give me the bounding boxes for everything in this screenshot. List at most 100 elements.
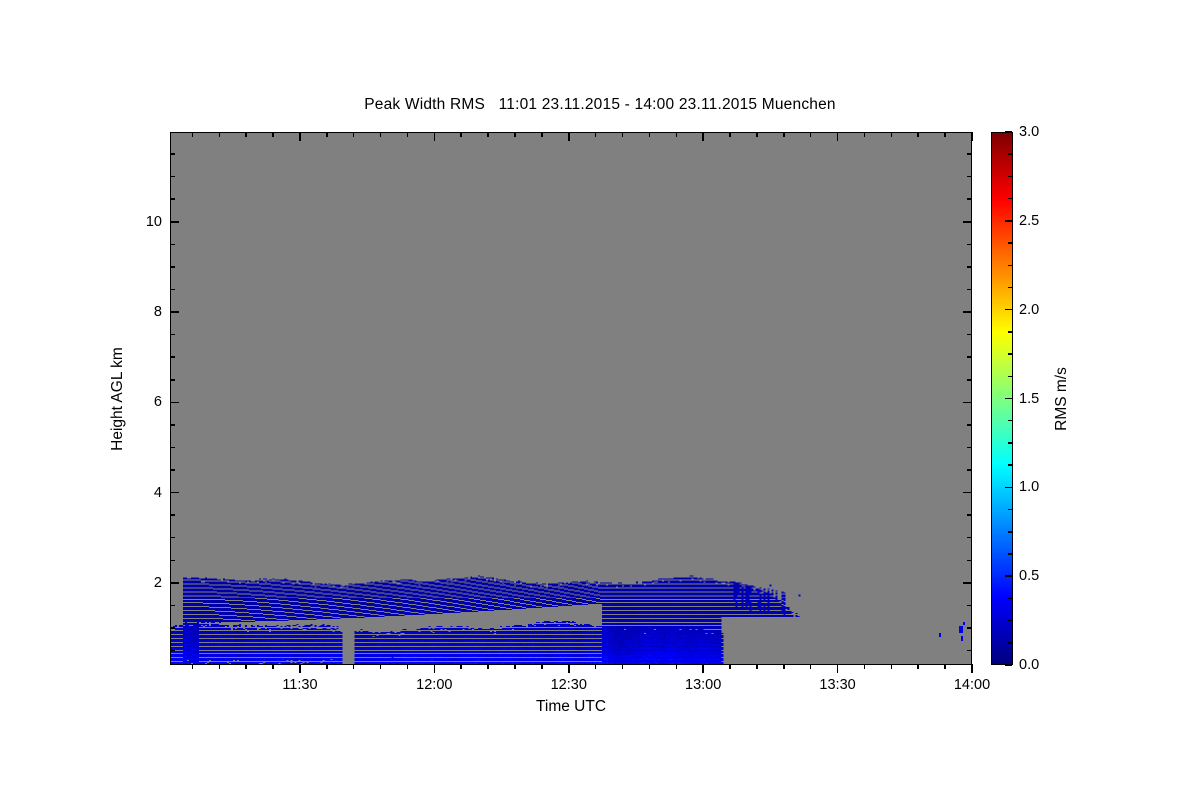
y-tick-minor (170, 469, 175, 471)
y-tick-minor (967, 627, 972, 629)
x-tick-minor (863, 663, 866, 669)
colorbar-tick-label: 1.0 (1019, 479, 1040, 496)
colorbar-tick (1004, 575, 1012, 577)
colorbar-tick (1004, 308, 1012, 311)
colorbar-tick (1007, 197, 1012, 200)
colorbar-tick-label: 2.5 (1019, 212, 1040, 229)
x-tick-minor (675, 663, 678, 669)
x-tick-minor (218, 663, 221, 669)
x-tick-label: 12:30 (550, 677, 587, 693)
x-tick-major (702, 663, 704, 673)
x-tick-minor (379, 663, 382, 669)
y-tick-minor (170, 514, 175, 516)
y-tick-label: 4 (153, 484, 162, 501)
x-tick-major (702, 132, 704, 141)
x-tick-minor (326, 132, 328, 137)
x-tick-minor (809, 132, 812, 137)
x-tick-minor (594, 132, 597, 137)
x-tick-minor (621, 663, 624, 669)
y-tick-label: 10 (145, 213, 162, 230)
y-tick-minor (170, 604, 175, 607)
x-tick-minor (917, 663, 919, 669)
y-tick-minor (170, 153, 175, 155)
y-tick-minor (170, 288, 175, 291)
x-tick-major (568, 663, 570, 673)
colorbar-tick (1007, 242, 1012, 244)
y-tick-minor (170, 175, 175, 178)
y-tick-minor (967, 536, 972, 539)
x-tick-label: 13:00 (685, 677, 722, 693)
colorbar-tick-label: 0.5 (1019, 568, 1040, 585)
colorbar-tick (1007, 553, 1012, 555)
x-tick-minor (890, 132, 893, 137)
colorbar-tick (1007, 619, 1012, 622)
x-tick-label: 14:00 (953, 677, 991, 693)
y-tick-label: 2 (153, 574, 162, 591)
y-tick-minor (967, 266, 972, 268)
y-tick-major (963, 582, 972, 584)
colorbar-tick (1004, 397, 1012, 400)
y-tick-major (963, 221, 972, 223)
y-tick-major (963, 401, 972, 404)
colorbar-tick-label: 2.0 (1019, 301, 1040, 318)
plot-area (170, 132, 972, 665)
y-tick-minor (967, 288, 972, 291)
y-tick-minor (967, 153, 972, 155)
x-tick-minor (756, 663, 758, 669)
x-tick-minor (944, 132, 946, 137)
x-tick-major (299, 132, 301, 141)
colorbar-gradient (992, 133, 1012, 664)
x-tick-minor (245, 663, 247, 669)
y-tick-minor (967, 175, 972, 178)
x-tick-minor (487, 663, 489, 669)
colorbar (991, 132, 1013, 665)
colorbar-tick (1007, 642, 1012, 644)
x-tick-label: 11:30 (282, 677, 318, 693)
y-tick-minor (967, 356, 972, 358)
x-tick-major (433, 663, 436, 673)
colorbar-tick (1007, 264, 1012, 266)
y-tick-minor (967, 514, 972, 516)
x-tick-minor (809, 663, 812, 669)
y-tick-major (170, 311, 179, 313)
y-tick-major (963, 311, 972, 313)
colorbar-tick (1007, 442, 1012, 444)
x-tick-minor (541, 132, 543, 137)
y-tick-minor (170, 627, 175, 629)
colorbar-tick (1004, 131, 1012, 133)
x-tick-minor (352, 132, 355, 137)
y-tick-minor (170, 333, 175, 336)
x-axis-title: Time UTC (535, 698, 607, 715)
colorbar-tick (1007, 531, 1012, 533)
x-tick-major (836, 132, 839, 141)
x-tick-minor (352, 663, 355, 669)
x-tick-label: 12:00 (416, 677, 453, 693)
x-tick-minor (541, 663, 543, 669)
y-tick-minor (170, 649, 175, 652)
x-tick-minor (191, 132, 194, 137)
x-tick-minor (863, 132, 866, 137)
y-tick-minor (967, 559, 972, 562)
y-tick-minor (967, 446, 972, 449)
y-tick-major (963, 491, 972, 494)
x-tick-major (299, 663, 301, 673)
chart-title: Peak Width RMS 11:01 23.11.2015 - 14:00 … (364, 96, 836, 113)
colorbar-tick (1004, 664, 1012, 666)
y-tick-minor (967, 243, 972, 246)
y-tick-minor (170, 536, 175, 539)
x-tick-minor (594, 663, 597, 669)
y-tick-minor (967, 198, 972, 200)
y-tick-minor (170, 559, 175, 562)
y-tick-label: 8 (153, 304, 162, 321)
x-tick-minor (917, 132, 919, 137)
x-tick-minor (783, 132, 785, 137)
y-tick-minor (967, 424, 972, 426)
colorbar-tick (1007, 331, 1012, 333)
x-tick-label: 13:30 (819, 677, 856, 693)
x-tick-minor (487, 132, 489, 137)
y-tick-minor (967, 604, 972, 607)
x-tick-minor (218, 132, 221, 137)
colorbar-tick (1007, 375, 1012, 378)
x-tick-minor (272, 132, 274, 137)
